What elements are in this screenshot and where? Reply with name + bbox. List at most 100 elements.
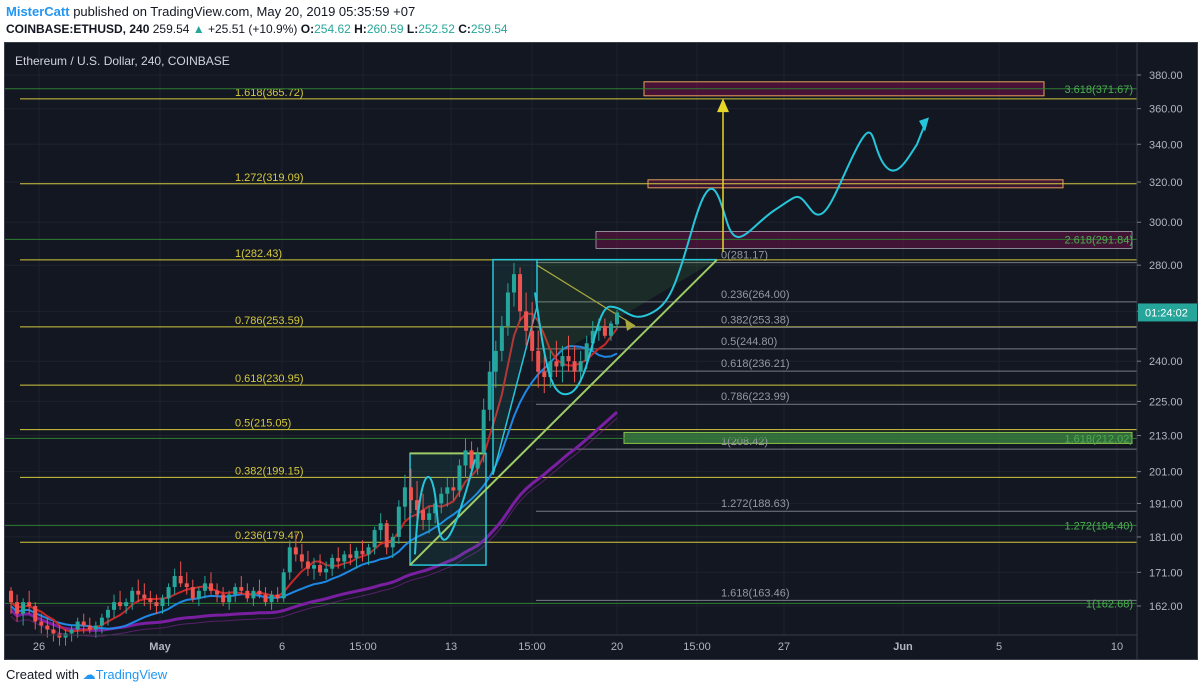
candle-body xyxy=(45,625,50,630)
candle-body xyxy=(457,465,462,491)
candle-body xyxy=(299,554,304,562)
x-tick-label: 5 xyxy=(996,641,1002,653)
fib-left-label: 1(282.43) xyxy=(235,248,282,260)
candle-body xyxy=(445,487,450,494)
x-tick-label: 15:00 xyxy=(683,641,711,653)
candle-body xyxy=(566,356,571,362)
candle-body xyxy=(293,547,298,555)
fib-mid-label: 0.236(264.00) xyxy=(721,289,790,301)
close-label: C: xyxy=(458,22,471,36)
candle-body xyxy=(221,594,226,603)
time-axis: 26 May 6 15:00 13 15:00 20 15:00 27 Jun 5 10 xyxy=(5,634,1137,653)
candles xyxy=(9,262,619,646)
candle-body xyxy=(615,312,619,325)
candle-body xyxy=(233,587,238,595)
ma-blue xyxy=(10,345,618,630)
projection xyxy=(414,98,929,555)
candle-body xyxy=(511,274,516,293)
y-tick-label: 280.00 xyxy=(1149,260,1183,272)
y-tick-label: 201.00 xyxy=(1149,467,1183,479)
grid xyxy=(5,43,1137,635)
candle-body xyxy=(184,583,189,588)
x-tick-label: Jun xyxy=(893,641,913,653)
fib-right-label: 1.272(184.40) xyxy=(1065,520,1134,532)
candle-body xyxy=(530,330,535,351)
x-tick-label: 15:00 xyxy=(518,641,546,653)
tradingview-brand[interactable]: TradingView xyxy=(95,667,168,682)
fib-right-label: 2.618(291.84) xyxy=(1065,234,1134,246)
fib-left-label: 0.618(230.95) xyxy=(235,373,304,385)
candle-body xyxy=(75,621,80,630)
candle-body xyxy=(21,602,26,614)
low-value: 252.52 xyxy=(418,22,455,36)
price-axis-bg xyxy=(1137,43,1197,659)
candle-body xyxy=(354,550,359,558)
candle-body xyxy=(536,350,541,372)
tradingview-logo-icon[interactable]: ☁ xyxy=(82,667,96,682)
fib-mid-label: 0(281.17) xyxy=(721,250,768,262)
fib-right-label: 1.618(212.02) xyxy=(1065,433,1134,445)
y-tick-label: 225.00 xyxy=(1149,396,1183,408)
candle-body xyxy=(69,629,74,634)
x-tick-label: 20 xyxy=(611,641,623,653)
candle-body xyxy=(208,583,213,591)
fib-mid-label: 1.618(163.46) xyxy=(721,587,790,599)
candle-body xyxy=(408,487,413,501)
y-tick-label: 320.00 xyxy=(1149,177,1183,189)
candle-body xyxy=(33,606,38,622)
candle-body xyxy=(324,568,329,573)
candle-body xyxy=(166,587,171,599)
projection-arrowhead xyxy=(919,117,929,132)
candle-body xyxy=(136,590,141,595)
x-tick-label: May xyxy=(149,641,171,653)
open-value: 254.62 xyxy=(314,22,351,36)
candle-body xyxy=(215,590,220,595)
username[interactable]: MisterCatt xyxy=(6,4,70,19)
y-tick-label: 300.00 xyxy=(1149,217,1183,229)
low-label: L: xyxy=(406,22,419,36)
fib-mid-label: 0.786(223.99) xyxy=(721,391,790,403)
last-price: 259.54 xyxy=(152,22,190,36)
price-axis: 380.00360.00340.00320.00300.00280.00260.… xyxy=(1136,43,1197,659)
chart-svg[interactable]: 1.618(365.72) 1.272(319.09) 1(282.43) 0.786… xyxy=(5,43,1197,659)
candle-body xyxy=(493,350,498,372)
y-tick-label: 171.00 xyxy=(1149,567,1183,579)
created-with-text: Created with xyxy=(6,667,79,682)
projection-path xyxy=(414,118,928,555)
symbol: COINBASE:ETHUSD, 240 xyxy=(6,22,150,36)
fib-right-label: 1(162.68) xyxy=(1086,598,1133,610)
fib-mid-label: 0.382(253.38) xyxy=(721,314,790,326)
candle-body xyxy=(287,547,292,573)
candle-body xyxy=(93,625,98,630)
moving-averages xyxy=(9,312,618,637)
open-label: O: xyxy=(300,22,315,36)
candle-body xyxy=(475,453,480,469)
chart-pane[interactable]: 1.618(365.72) 1.272(319.09) 1(282.43) 0.786… xyxy=(4,42,1198,660)
candle-body xyxy=(178,575,183,584)
candle-body xyxy=(427,513,432,520)
candle-body xyxy=(172,575,177,588)
candle-body xyxy=(105,609,110,618)
x-tick-label: 10 xyxy=(1111,641,1123,653)
x-tick-label: 15:00 xyxy=(349,641,377,653)
current-price-marker xyxy=(1138,303,1197,322)
candle-body xyxy=(305,561,310,569)
published-text: published on TradingView.com, May 20, 20… xyxy=(73,4,416,19)
x-tick-label: 6 xyxy=(279,641,285,653)
current-price-label: 01:24:02 xyxy=(1145,307,1188,319)
candle-body xyxy=(499,325,504,351)
candle-body xyxy=(275,594,280,599)
target-arrowhead xyxy=(717,98,729,113)
candle-body xyxy=(439,493,444,504)
x-tick-label: 13 xyxy=(445,641,457,653)
candle-body xyxy=(608,323,613,336)
fib-left-label: 0.236(179.47) xyxy=(235,530,304,542)
candle-body xyxy=(378,523,383,531)
wedge-arrowhead xyxy=(625,318,635,331)
fib-mid-label: 0.618(236.21) xyxy=(721,358,790,370)
candle-body xyxy=(336,557,341,562)
candle-body xyxy=(251,590,256,599)
candle-body xyxy=(263,594,268,603)
candle-body xyxy=(560,356,565,367)
candle-body xyxy=(402,487,407,507)
